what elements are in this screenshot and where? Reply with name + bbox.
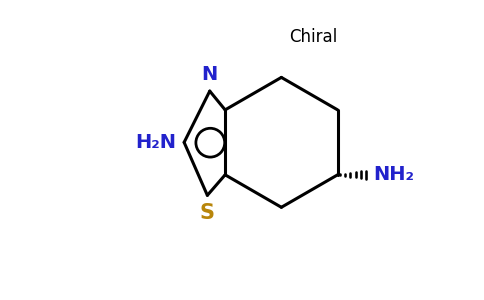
- Text: Chiral: Chiral: [289, 28, 337, 46]
- Text: H₂N: H₂N: [136, 133, 177, 152]
- Text: S: S: [200, 203, 215, 223]
- Text: NH₂: NH₂: [374, 165, 415, 184]
- Text: N: N: [202, 64, 218, 84]
